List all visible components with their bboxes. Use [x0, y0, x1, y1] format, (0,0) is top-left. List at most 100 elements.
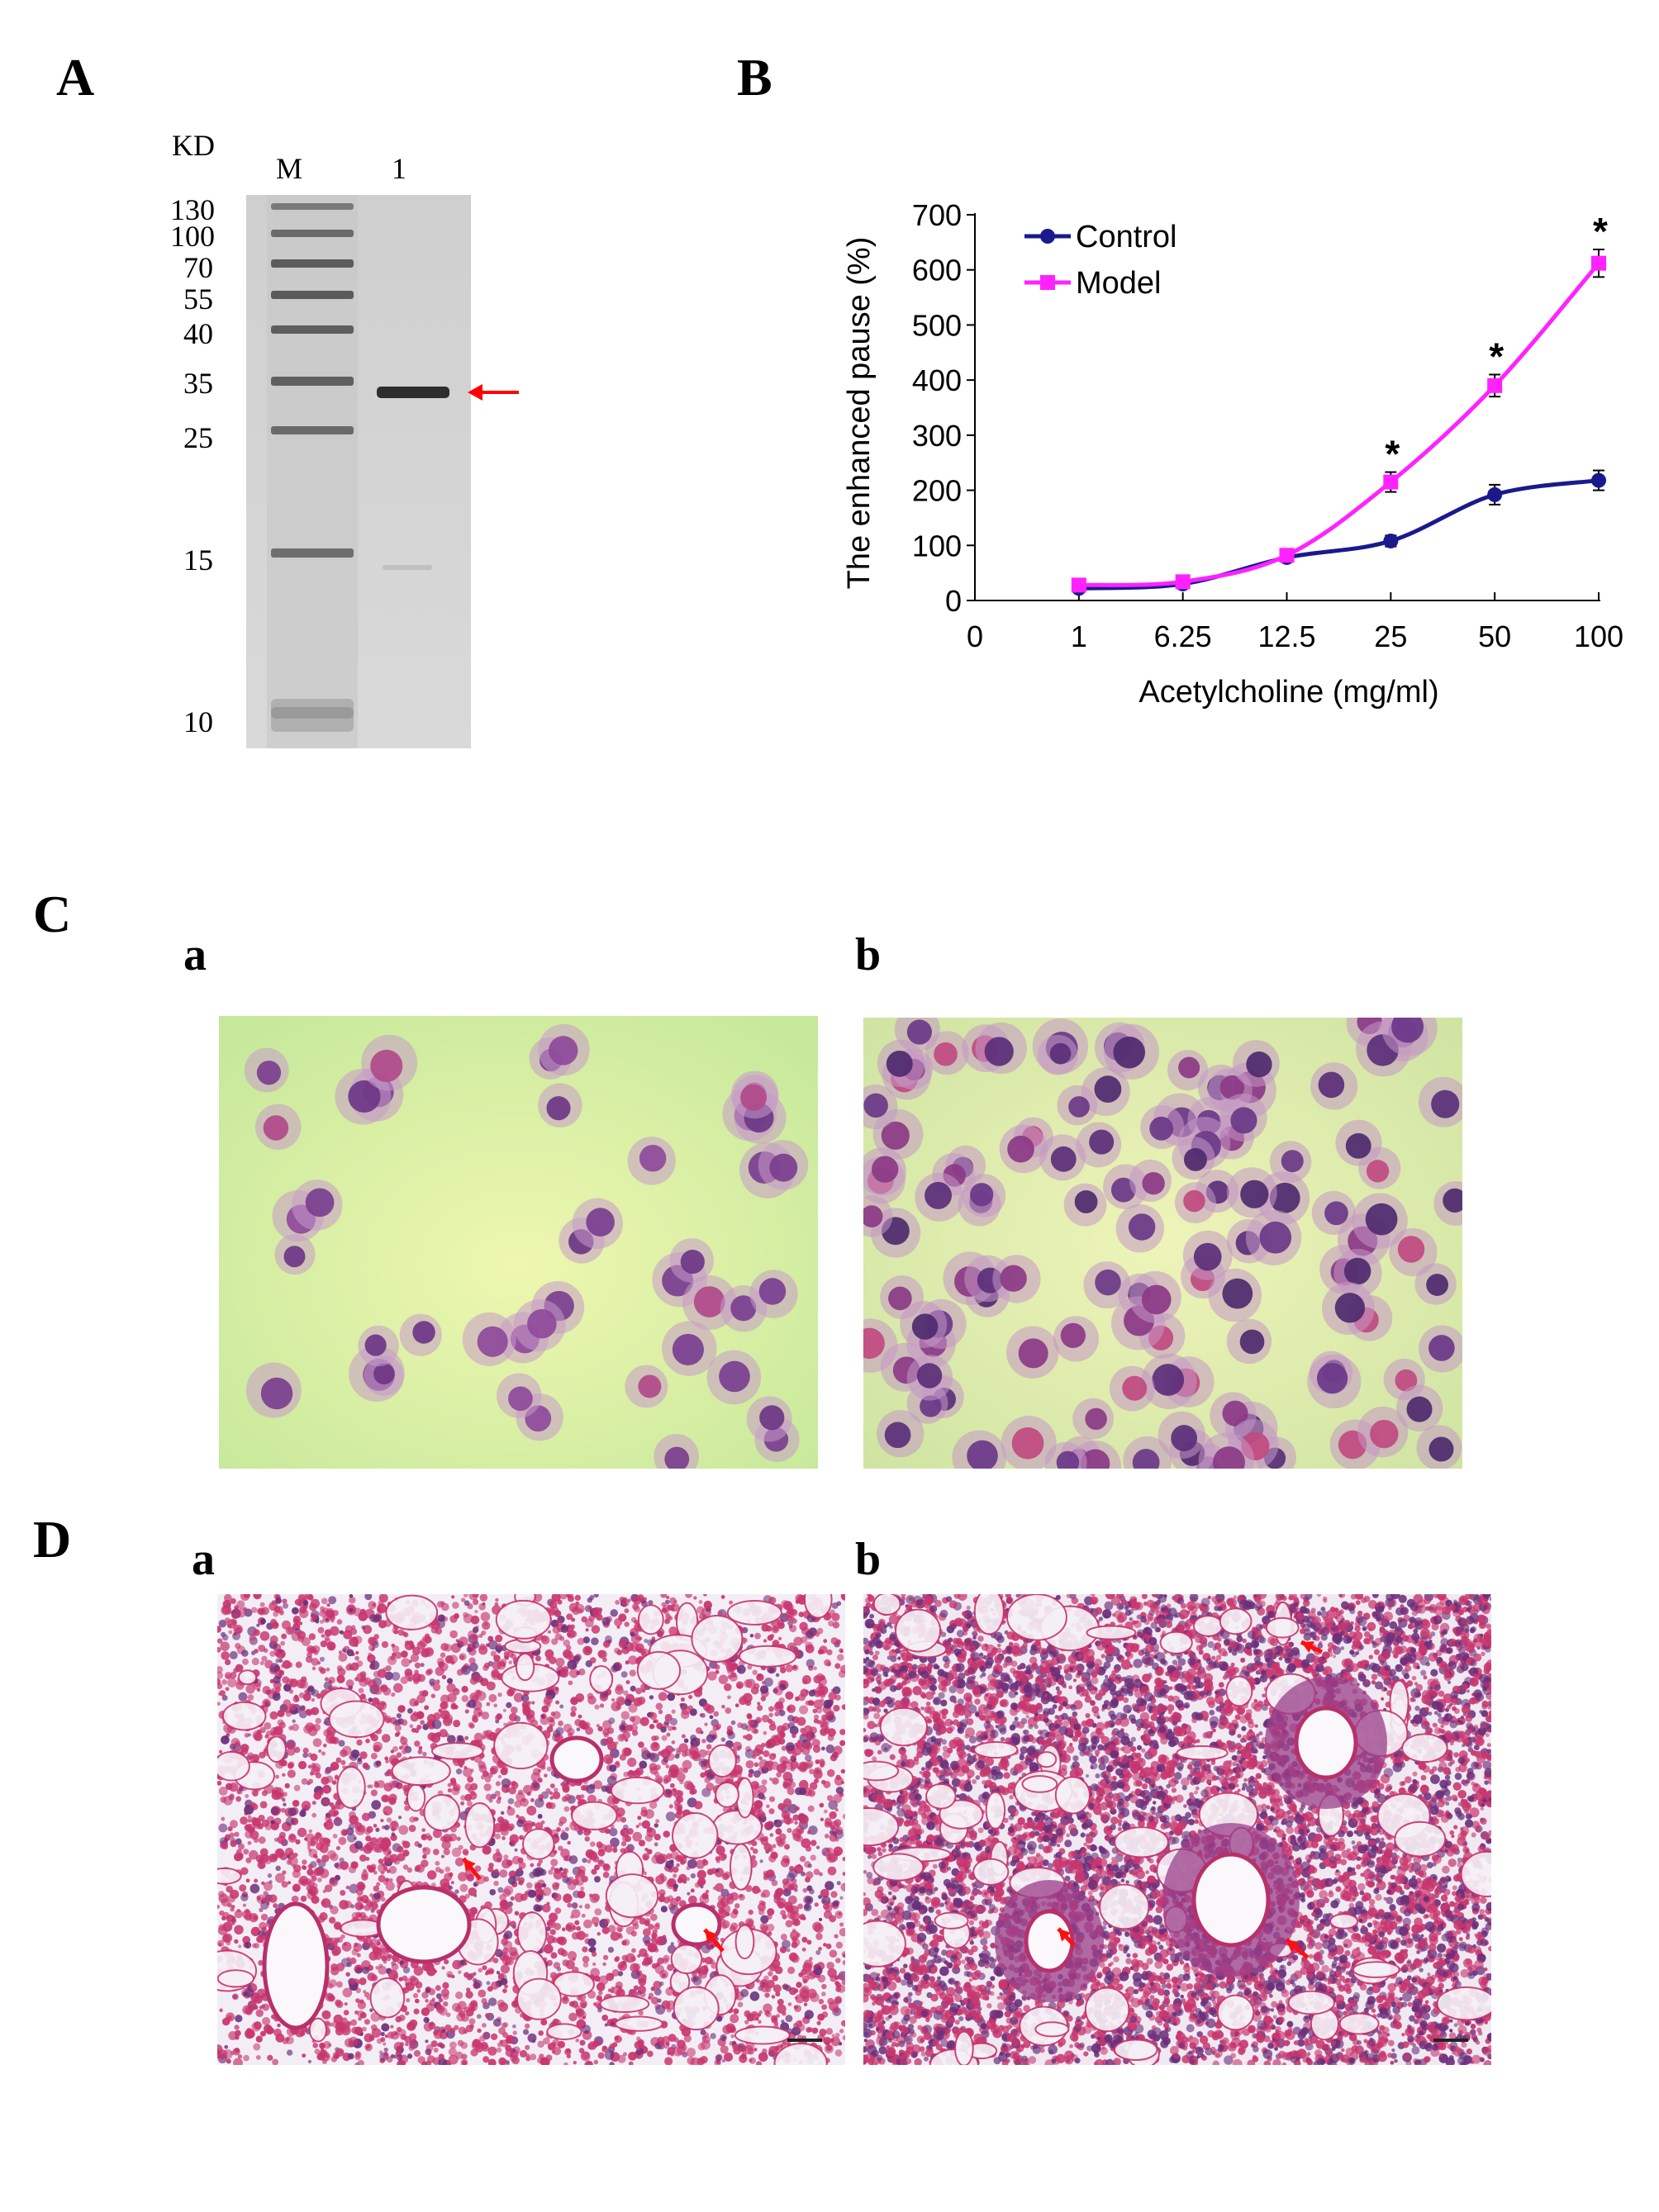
arrow-icon — [462, 1857, 482, 1881]
cell — [358, 1325, 399, 1367]
tissue — [217, 1594, 845, 2065]
gel-image — [246, 195, 471, 748]
subpanel-label-d-a: a — [192, 1534, 215, 1585]
cell — [863, 1147, 906, 1196]
cell — [730, 1070, 779, 1119]
cell — [1395, 1384, 1443, 1432]
cell — [1141, 1353, 1197, 1410]
cell — [538, 1083, 582, 1127]
cell — [1083, 1261, 1131, 1309]
cell — [906, 1355, 953, 1401]
significance-marker: * — [1385, 433, 1400, 476]
cell — [877, 1039, 925, 1088]
y-axis-label: The enhanced pause (%) — [842, 237, 877, 590]
cell — [1311, 1190, 1356, 1235]
cell — [1219, 1094, 1267, 1142]
y-tick-label: 300 — [912, 419, 962, 453]
cell — [877, 1410, 925, 1458]
cell — [1381, 1018, 1438, 1056]
gel-unit-label: KD — [172, 129, 215, 162]
airway — [1162, 1823, 1300, 1977]
cell — [863, 1318, 898, 1373]
data-point-model — [1175, 574, 1191, 590]
cell — [975, 1022, 1027, 1075]
cell — [496, 1373, 542, 1418]
cell — [654, 1433, 699, 1469]
data-point-model — [1487, 377, 1503, 393]
significance-marker: * — [1489, 335, 1504, 377]
x-tick-label: 1 — [1071, 619, 1087, 653]
panel-label-c: C — [33, 885, 72, 943]
x-tick-label: 100 — [1574, 619, 1623, 653]
airway — [376, 1885, 472, 1964]
cell — [1109, 1365, 1155, 1412]
cell — [1310, 1062, 1358, 1110]
airway — [1265, 1677, 1387, 1809]
cell — [1182, 1230, 1233, 1280]
arrow-icon — [1300, 1640, 1324, 1654]
subpanel-label-c-b: b — [855, 929, 882, 980]
cell — [1140, 1104, 1185, 1150]
cell — [1335, 1119, 1382, 1166]
cell — [291, 1180, 343, 1231]
cell — [1072, 1398, 1115, 1440]
cell — [1433, 1181, 1462, 1226]
y-tick-label: 400 — [912, 363, 962, 397]
legend-label: Control — [1076, 220, 1177, 254]
cell — [627, 1137, 676, 1185]
cell — [513, 1298, 566, 1351]
cell — [1129, 1159, 1172, 1202]
cell — [245, 1362, 302, 1418]
cell — [1352, 1193, 1408, 1249]
cell — [706, 1350, 762, 1405]
cell — [399, 1313, 442, 1356]
arrow-icon — [1285, 1938, 1310, 1959]
x-tick-label: 6.25 — [1154, 619, 1212, 653]
cell — [1123, 1436, 1172, 1469]
cell — [863, 1085, 898, 1130]
y-tick-label: 0 — [945, 584, 962, 618]
panel-label-d: D — [33, 1510, 72, 1569]
arrow-icon — [1057, 1927, 1076, 1947]
histology-image-model — [863, 1594, 1491, 2065]
x-tick-label: 12.5 — [1257, 619, 1315, 653]
cell — [749, 1270, 798, 1318]
marker-size-label: 35 — [183, 367, 213, 400]
x-tick-label: 0 — [967, 619, 983, 653]
cell — [952, 1430, 1007, 1469]
marker-size-label: 70 — [183, 251, 213, 284]
cell — [661, 1321, 717, 1376]
subpanel-label-c-a: a — [183, 929, 207, 980]
x-axis-label: Acetylcholine (mg/ml) — [1138, 675, 1438, 710]
panel-label-a: A — [56, 48, 95, 107]
data-point-model — [1591, 255, 1606, 271]
cell — [992, 1255, 1041, 1303]
data-point-model — [1071, 577, 1086, 593]
marker-size-label: 55 — [183, 282, 213, 316]
cell — [1414, 1263, 1457, 1305]
cell — [1157, 1411, 1206, 1460]
data-point-model — [1279, 548, 1295, 563]
cell — [758, 1140, 809, 1190]
marker-size-label: 10 — [183, 705, 213, 738]
cell — [1389, 1227, 1438, 1277]
series-line-model — [1078, 262, 1600, 587]
cell — [1245, 1209, 1302, 1265]
cell — [1416, 1425, 1462, 1469]
marker-size-label: 130 — [170, 193, 215, 226]
cell — [1418, 1076, 1462, 1127]
histology-image-control — [217, 1594, 845, 2065]
cell — [1418, 1325, 1462, 1373]
marker-size-label: 25 — [183, 421, 213, 454]
cytology-image-model — [863, 1018, 1462, 1469]
cell — [669, 1238, 715, 1283]
cell — [1226, 1318, 1272, 1365]
cell — [1208, 1268, 1262, 1322]
cell — [1129, 1270, 1181, 1323]
cell — [1307, 1354, 1362, 1409]
legend-label: Model — [1076, 266, 1162, 301]
cell — [1063, 1183, 1107, 1227]
cell — [1006, 1326, 1059, 1379]
cell — [1357, 1406, 1409, 1458]
y-tick-label: 700 — [912, 198, 962, 232]
